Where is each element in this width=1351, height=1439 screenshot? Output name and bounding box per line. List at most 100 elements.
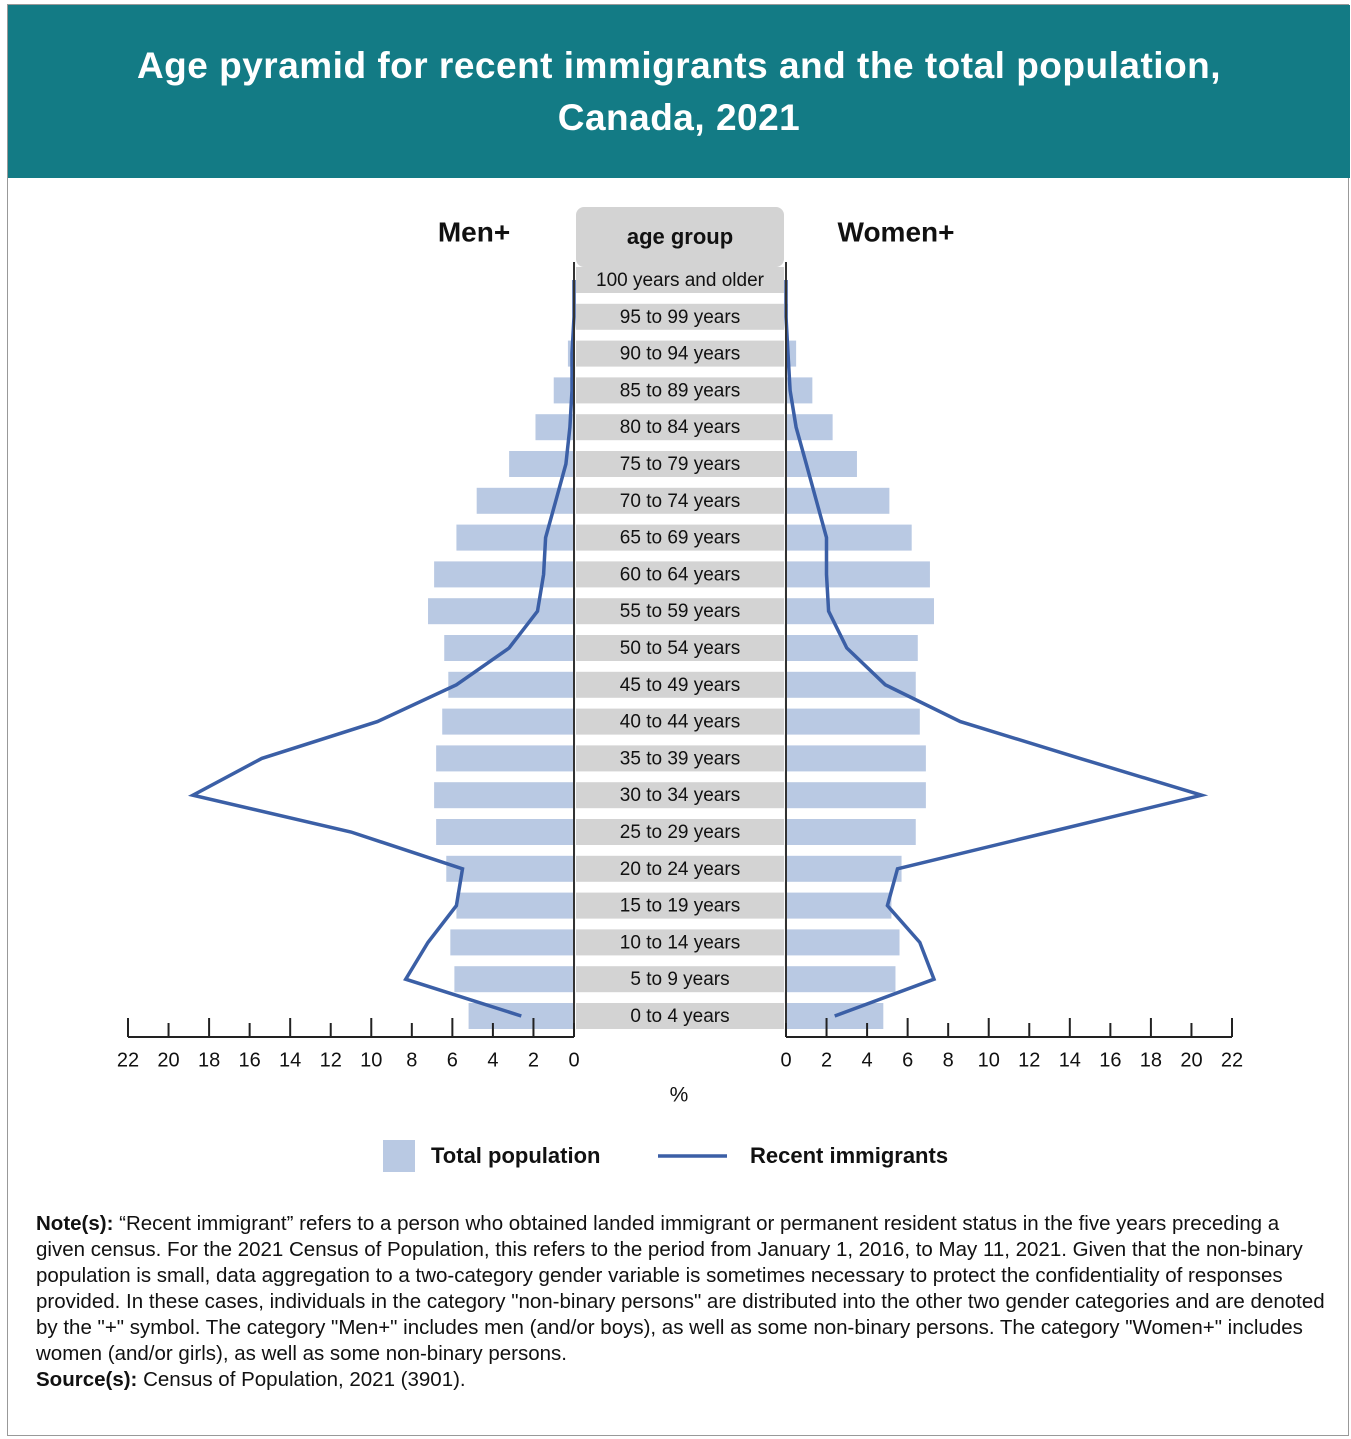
category-cell [576, 819, 784, 845]
category-label: 80 to 84 years [620, 417, 740, 438]
x-tick-label: 14 [1059, 1049, 1081, 1071]
category-cell [576, 1003, 784, 1029]
category-cell [576, 561, 784, 588]
bar [786, 451, 857, 477]
bar [786, 1003, 884, 1029]
x-tick-label: 8 [406, 1049, 417, 1071]
legend-swatch [383, 1140, 415, 1172]
category-label: 90 to 94 years [620, 344, 740, 365]
x-tick-label: 18 [198, 1049, 220, 1071]
bar [786, 782, 926, 809]
category-label: 60 to 64 years [620, 564, 740, 585]
category-label: 50 to 54 years [620, 638, 740, 659]
x-tick-label: 10 [978, 1049, 1000, 1071]
x-tick-label: 10 [360, 1049, 382, 1071]
category-label: 40 to 44 years [620, 712, 740, 733]
note-text: “Recent immigrant” refers to a person wh… [36, 1212, 1325, 1365]
x-tick-label: 0 [780, 1049, 791, 1071]
category-cell [576, 745, 784, 772]
note-label: Note(s): [36, 1212, 114, 1235]
category-cell [576, 782, 784, 809]
category-label: 5 to 9 years [630, 969, 729, 990]
category-cell [576, 340, 784, 367]
category-label: 15 to 19 years [620, 896, 740, 917]
category-label: 45 to 49 years [620, 675, 740, 696]
bar [428, 598, 574, 625]
x-tick-label: 18 [1140, 1049, 1162, 1071]
x-tick-label: 12 [320, 1049, 342, 1071]
category-header-box [576, 207, 784, 267]
x-tick-label: 14 [279, 1049, 301, 1071]
bar [786, 487, 890, 514]
category-label: 65 to 69 years [620, 528, 740, 549]
category-label: 20 to 24 years [620, 859, 740, 880]
category-cell [576, 929, 784, 956]
x-tick-label: 8 [943, 1049, 954, 1071]
x-tick-label: 6 [902, 1049, 913, 1071]
category-cell [576, 635, 784, 661]
bar [786, 745, 926, 772]
line [784, 280, 1209, 1018]
bar [786, 966, 896, 993]
category-cell [576, 267, 784, 293]
category-label: 0 to 4 years [630, 1006, 729, 1027]
bar [786, 598, 934, 625]
bar [786, 524, 912, 551]
frame [7, 4, 1349, 1436]
category-label: 10 to 14 years [620, 932, 740, 953]
category-cell [576, 855, 784, 882]
category-cell [576, 892, 784, 919]
category-label: 95 to 99 years [620, 307, 740, 328]
x-tick-label: 2 [528, 1049, 539, 1071]
category-cell [576, 487, 784, 514]
bar [446, 855, 574, 882]
x-tick-label: 16 [1099, 1049, 1121, 1071]
x-tick-label: 2 [821, 1049, 832, 1071]
bar [456, 524, 574, 551]
category-header: age group [627, 224, 733, 249]
x-tick-label: 20 [1180, 1049, 1202, 1071]
x-tick-label: 4 [862, 1049, 873, 1071]
bar [450, 929, 574, 956]
category-cell [576, 598, 784, 625]
bar [436, 745, 574, 772]
bar [786, 635, 918, 661]
legend-label: Recent immigrants [750, 1143, 948, 1168]
bar [786, 708, 920, 735]
notes: Note(s): “Recent immigrant” refers to a … [36, 1211, 1331, 1393]
source-text: Census of Population, 2021 (3901). [143, 1368, 466, 1391]
x-tick-label: 4 [487, 1049, 498, 1071]
x-tick-label: 12 [1018, 1049, 1040, 1071]
bar [786, 561, 930, 588]
bar [786, 929, 900, 956]
x-tick-label: 22 [117, 1049, 139, 1071]
header: Age pyramid for recent immigrants and th… [8, 5, 1350, 178]
bar [786, 819, 916, 845]
bar [434, 561, 574, 588]
category-label: 100 years and older [596, 270, 765, 291]
bar [786, 855, 902, 882]
category-cell [576, 377, 784, 404]
source-label: Source(s): [36, 1368, 138, 1391]
bar [434, 782, 574, 809]
bar [442, 708, 574, 735]
category-cell [576, 451, 784, 477]
bar [454, 966, 574, 993]
category-label: 75 to 79 years [620, 454, 740, 475]
x-tick-label: 16 [239, 1049, 261, 1071]
category-label: 85 to 89 years [620, 380, 740, 401]
category-cell [576, 303, 784, 330]
bar [786, 671, 916, 698]
category-label: 35 to 39 years [620, 748, 740, 769]
bar [456, 892, 574, 919]
category-label: 25 to 29 years [620, 822, 740, 843]
bar [436, 819, 574, 845]
side-label: Men+ [438, 216, 510, 247]
x-tick-label: 0 [568, 1049, 579, 1071]
category-label: 30 to 34 years [620, 785, 740, 806]
category-cell [576, 966, 784, 993]
category-label: 55 to 59 years [620, 601, 740, 622]
chart: age group Men+ Women+ % 100 years and ol… [117, 207, 1243, 1172]
category-cell [576, 708, 784, 735]
